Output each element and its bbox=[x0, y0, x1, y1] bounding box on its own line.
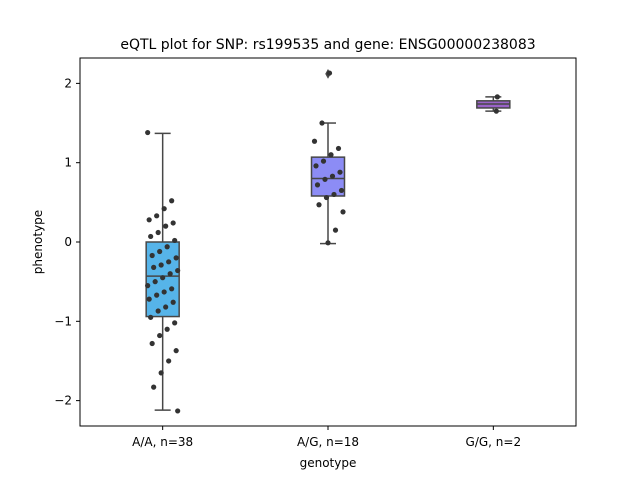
x-tick-label: A/A, n=38 bbox=[132, 435, 193, 449]
data-point bbox=[175, 408, 181, 414]
data-point bbox=[158, 262, 164, 268]
data-point bbox=[167, 271, 173, 277]
data-point bbox=[172, 320, 178, 326]
data-point bbox=[164, 326, 170, 332]
y-tick-label: 0 bbox=[64, 235, 72, 249]
data-point bbox=[157, 248, 163, 255]
data-point bbox=[494, 94, 500, 100]
y-tick-label: 1 bbox=[64, 156, 72, 170]
data-point bbox=[320, 158, 327, 164]
data-point bbox=[148, 233, 154, 240]
data-point bbox=[170, 220, 176, 226]
data-point bbox=[152, 279, 158, 285]
plot-area: −2 −1 0 1 2 A/A, n=38 A/G, n=18 G/G, n=2 bbox=[54, 68, 522, 449]
data-point bbox=[493, 108, 499, 114]
x-tick-label: A/G, n=18 bbox=[297, 435, 359, 449]
data-point bbox=[145, 129, 151, 136]
data-point bbox=[149, 340, 155, 347]
data-point bbox=[173, 255, 179, 261]
data-point bbox=[146, 217, 152, 223]
data-point bbox=[163, 304, 169, 310]
data-point bbox=[335, 145, 342, 152]
data-point bbox=[160, 275, 166, 281]
data-point bbox=[155, 229, 161, 236]
y-tick-label: −1 bbox=[54, 314, 72, 328]
data-point bbox=[338, 187, 345, 194]
data-point bbox=[332, 227, 339, 233]
data-point bbox=[154, 213, 160, 219]
x-axis-label: genotype bbox=[300, 456, 357, 470]
data-point bbox=[340, 209, 346, 215]
data-point bbox=[151, 384, 157, 390]
data-point bbox=[311, 138, 318, 144]
data-point bbox=[151, 264, 157, 270]
data-point bbox=[170, 299, 176, 305]
data-point bbox=[166, 259, 172, 265]
data-point bbox=[326, 70, 333, 76]
data-point bbox=[314, 182, 321, 188]
data-point bbox=[323, 194, 330, 201]
data-point bbox=[161, 206, 167, 212]
data-point bbox=[319, 120, 325, 126]
data-point bbox=[313, 163, 319, 169]
plot-frame bbox=[79, 57, 577, 427]
data-point bbox=[157, 332, 163, 339]
x-tick-label: G/G, n=2 bbox=[466, 435, 522, 449]
data-point bbox=[148, 314, 154, 320]
data-point bbox=[146, 296, 152, 302]
data-point bbox=[158, 370, 164, 376]
data-point bbox=[166, 358, 172, 364]
data-point bbox=[322, 176, 328, 182]
data-point bbox=[331, 191, 337, 198]
data-point bbox=[169, 286, 175, 292]
data-point bbox=[316, 202, 322, 208]
data-point bbox=[172, 237, 178, 244]
data-point bbox=[155, 308, 161, 314]
y-tick-label: −2 bbox=[54, 394, 72, 408]
y-tick-label: 2 bbox=[64, 76, 72, 90]
chart-title: eQTL plot for SNP: rs199535 and gene: EN… bbox=[120, 37, 535, 53]
data-point bbox=[164, 244, 170, 250]
data-point bbox=[149, 252, 155, 259]
data-point bbox=[161, 289, 167, 295]
data-point bbox=[328, 152, 334, 158]
data-point bbox=[145, 283, 151, 289]
data-point bbox=[173, 348, 179, 354]
data-point bbox=[175, 267, 181, 274]
data-point bbox=[329, 173, 336, 179]
data-point bbox=[337, 169, 343, 175]
data-point bbox=[154, 292, 160, 298]
data-point bbox=[169, 198, 175, 204]
y-axis-label: phenotype bbox=[31, 210, 45, 274]
data-point bbox=[163, 223, 169, 229]
data-point bbox=[325, 240, 331, 246]
